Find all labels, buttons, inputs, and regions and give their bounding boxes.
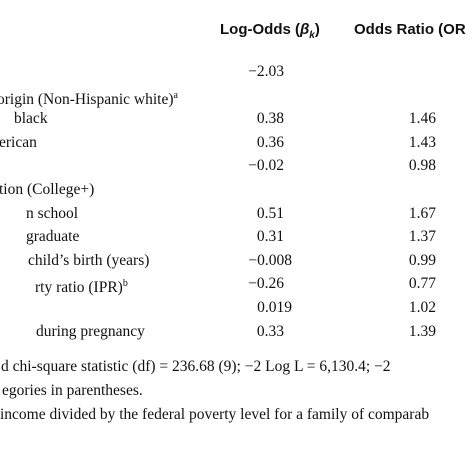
- beta-symbol: β: [299, 21, 310, 38]
- row-label: tion (College+): [0, 181, 95, 198]
- odds-ratio-value: 0.99: [408, 251, 436, 269]
- row-label: during pregnancy: [36, 322, 145, 340]
- log-odds-value: 0.36: [256, 133, 284, 151]
- log-odds-value: −2.03: [248, 63, 284, 80]
- header-odds-ratio: Odds Ratio (OR: [354, 21, 466, 38]
- row-label: graduate: [26, 228, 80, 246]
- odds-ratio-value: 1.39: [408, 322, 436, 340]
- header-text: ): [314, 21, 320, 38]
- odds-ratio-value: 0.77: [408, 275, 436, 293]
- log-odds-value: 0.38: [256, 110, 284, 128]
- header-log-odds: Log-Odds (βk): [220, 20, 320, 46]
- log-odds-value: 0.51: [256, 204, 284, 222]
- row-label: n school: [26, 204, 79, 222]
- log-odds-value: 0.33: [256, 322, 284, 340]
- odds-ratio-value: 1.67: [408, 204, 436, 222]
- odds-ratio-value: 0.98: [408, 157, 436, 175]
- row-label: black: [14, 110, 48, 128]
- footnote: egories in parentheses.: [2, 382, 143, 399]
- odds-ratio-value: 1.37: [408, 228, 436, 246]
- odds-ratio-value: 1.46: [408, 110, 436, 128]
- footnote-marker: a: [173, 89, 178, 101]
- header-text: Log-Odds (: [220, 21, 300, 38]
- odds-ratio-value: 1.02: [408, 299, 436, 316]
- odds-ratio-value: 1.43: [408, 133, 436, 151]
- subscript: k: [309, 30, 315, 41]
- log-odds-value: 0.019: [257, 299, 292, 316]
- row-label-text: origin (Non-Hispanic white): [0, 90, 174, 108]
- footnote: income divided by the federal poverty le…: [0, 406, 430, 423]
- log-odds-value: −0.26: [248, 275, 284, 293]
- footnote-marker: b: [122, 278, 128, 290]
- row-label: rty ratio (IPR)b: [35, 274, 128, 298]
- log-odds-value: −0.02: [248, 157, 284, 175]
- row-label-text: rty ratio (IPR): [35, 279, 123, 297]
- row-label: child’s birth (years): [28, 251, 150, 269]
- row-label: origin (Non-Hispanic white)a: [0, 86, 178, 110]
- log-odds-value: −0.008: [248, 251, 292, 269]
- log-odds-value: 0.31: [256, 228, 284, 246]
- row-label: erican: [0, 133, 37, 151]
- footnote: d chi-square statistic (df) = 236.68 (9)…: [1, 358, 391, 375]
